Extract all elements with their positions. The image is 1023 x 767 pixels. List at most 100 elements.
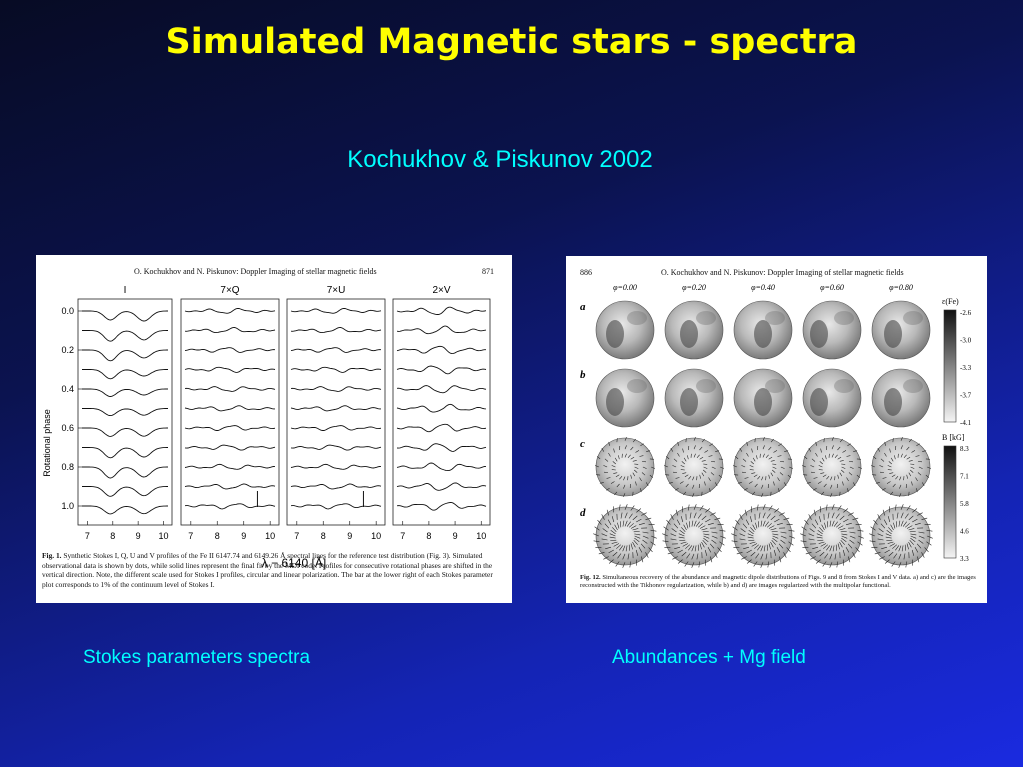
row-label: c (580, 438, 585, 450)
phase-label: φ=0.00 (613, 283, 637, 292)
stokes-panel-label: I (124, 285, 127, 296)
stellar-map-sphere (733, 506, 793, 566)
abundance-spot (903, 379, 923, 393)
stokes-profile-line (82, 349, 168, 362)
stokes-profile-line (184, 307, 276, 314)
colorbar-abundance (943, 309, 957, 423)
stokes-profile-line (184, 366, 276, 373)
doppler-maps-grid: φ=0.00 φ=0.20 φ=0.40 φ=0.60 φ=0.80 a b c d -2.6 -3… (580, 283, 972, 568)
field-vectors (800, 504, 864, 568)
caption-abundances: Abundances + Mg field (612, 647, 806, 668)
row-label: a (580, 301, 586, 313)
stokes-profile-line (290, 444, 382, 451)
stokes-profile-line (184, 386, 276, 392)
stokes-profile-line (290, 405, 381, 412)
stellar-map-sphere (871, 506, 931, 566)
stokes-profile-line (184, 463, 276, 470)
stokes-profile-line (184, 483, 276, 490)
figure-left-page-number: 871 (482, 267, 494, 276)
figure-left-header: O. Kochukhov and N. Piskunov: Doppler Im… (134, 267, 377, 276)
stokes-panel-label: 7×Q (220, 285, 239, 296)
stokes-profile-line (82, 388, 168, 397)
stokes-profile-line (396, 423, 487, 433)
field-vectors (870, 436, 932, 498)
colorbar-abundance-tick: -4.1 (960, 419, 972, 427)
stokes-profile-line (184, 425, 276, 431)
slide-subtitle: Kochukhov & Piskunov 2002 (347, 146, 653, 173)
x-tick-label: 8 (215, 531, 220, 541)
colorbar-field-tick: 5.8 (960, 500, 969, 508)
stokes-panel-frame (392, 298, 491, 526)
colorbar-field-label: B [kG] (942, 433, 965, 442)
x-tick-label: 9 (241, 531, 246, 541)
x-tick-label: 10 (476, 531, 486, 541)
stellar-map-sphere (664, 437, 724, 497)
stokes-profile-line (82, 505, 168, 515)
stokes-profile-line (82, 330, 168, 342)
abundance-spot (765, 379, 785, 393)
abundance-spot (627, 379, 647, 393)
field-vectors (869, 504, 933, 568)
stokes-profile-line (290, 503, 382, 510)
stokes-panel-label: 2×V (432, 285, 450, 296)
stokes-profile-line (396, 306, 487, 315)
stokes-profile-line (290, 483, 382, 490)
abundance-spot (627, 311, 647, 325)
y-tick-label: 0.6 (61, 423, 74, 433)
x-tick-label: 10 (159, 531, 169, 541)
stokes-spectra-figure: O. Kochukhov and N. Piskunov: Doppler Im… (36, 255, 512, 603)
x-tick-label: 8 (110, 531, 115, 541)
abundance-spot (903, 311, 923, 325)
abundance-spot (810, 388, 828, 416)
stellar-map-sphere (802, 506, 862, 566)
figure-left-caption-text: Synthetic Stokes I, Q, U and V profiles … (42, 551, 493, 589)
slide-title: Simulated Magnetic stars - spectra (165, 22, 858, 62)
x-tick-label: 10 (371, 531, 381, 541)
stokes-profile-line (290, 347, 382, 353)
stokes-profile-line (396, 365, 487, 375)
stokes-profile-line (396, 443, 487, 452)
colorbar-field-tick: 3.3 (960, 555, 969, 563)
colorbar-abundance-label: ε(Fe) (942, 297, 959, 306)
colorbar-abundance-tick: -3.3 (960, 364, 972, 372)
colorbar-field-tick: 8.3 (960, 445, 969, 453)
x-axis-label: λ − 6140 [Å] (262, 555, 326, 570)
y-tick-label: 0.2 (61, 345, 74, 355)
stokes-profile-line (82, 310, 168, 322)
figure-left-caption-label: Fig. 1. (42, 551, 62, 560)
stokes-profile-line (290, 307, 382, 314)
field-vectors (593, 504, 657, 568)
abundance-spot (884, 320, 902, 348)
abundance-spot (696, 311, 716, 325)
row-label: d (580, 507, 586, 519)
stokes-profile-line (396, 482, 487, 491)
stokes-profile-line (82, 427, 168, 437)
abundance-spot (754, 388, 772, 416)
stokes-panel-frame (180, 298, 280, 526)
colorbar-field-tick: 4.6 (960, 528, 969, 536)
abundance-spot (680, 320, 698, 348)
abundance-spot (606, 388, 624, 416)
stellar-map-sphere (595, 368, 655, 428)
stokes-panel-frame (286, 298, 386, 526)
colorbar-field (943, 445, 957, 559)
stokes-profile-line (290, 366, 382, 373)
x-tick-label: 10 (265, 531, 275, 541)
stokes-profile-line (82, 408, 168, 417)
figure-right-page-number: 886 (580, 268, 592, 277)
x-tick-label: 9 (453, 531, 458, 541)
x-tick-label: 7 (188, 531, 193, 541)
colorbar-abundance-tick: -3.0 (960, 337, 972, 345)
stellar-map-sphere (595, 506, 655, 566)
abundance-spot (884, 388, 902, 416)
row-label: b (580, 369, 586, 381)
stokes-profile-line (184, 503, 276, 510)
caption-stokes: Stokes parameters spectra (83, 647, 311, 668)
stokes-profile-line (396, 345, 486, 355)
field-vectors (662, 504, 726, 568)
abundance-spot (696, 379, 716, 393)
field-vectors (731, 504, 795, 568)
stokes-profile-line (184, 347, 276, 353)
figure-right-header: O. Kochukhov and N. Piskunov: Doppler Im… (661, 268, 904, 277)
stokes-profile-line (184, 405, 275, 412)
